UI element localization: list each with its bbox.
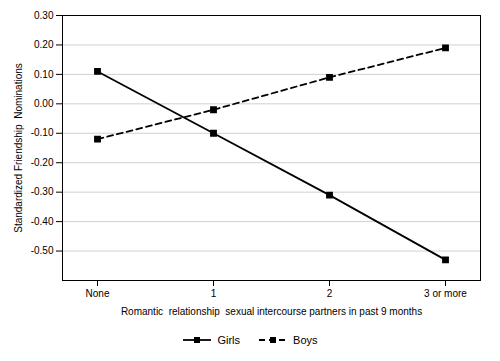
svg-text:0.00: 0.00: [34, 98, 54, 109]
svg-text:-0.50: -0.50: [31, 245, 54, 256]
svg-text:1: 1: [211, 288, 217, 299]
html-text:Boys: Boys: [293, 334, 318, 346]
svg-text:3 or more: 3 or more: [424, 288, 467, 299]
svg-text:-0.30: -0.30: [31, 186, 54, 197]
svg-text:None: None: [86, 288, 110, 299]
svg-text:-0.10: -0.10: [31, 127, 54, 138]
svg-text:Romantic relationship sexual: Romantic relationship sexual intercourse…: [121, 306, 422, 317]
svg-text:0.10: 0.10: [34, 69, 54, 80]
svg-text:0.20: 0.20: [34, 39, 54, 50]
svg-text:Standardized Friendship Nomin: Standardized Friendship Nominations: [13, 63, 24, 233]
svg-text:-0.20: -0.20: [31, 157, 54, 168]
svg-text:0.30: 0.30: [34, 10, 54, 21]
svg-text:2: 2: [327, 288, 333, 299]
html-text:Girls: Girls: [217, 334, 241, 346]
svg-text:-0.40: -0.40: [31, 216, 54, 227]
